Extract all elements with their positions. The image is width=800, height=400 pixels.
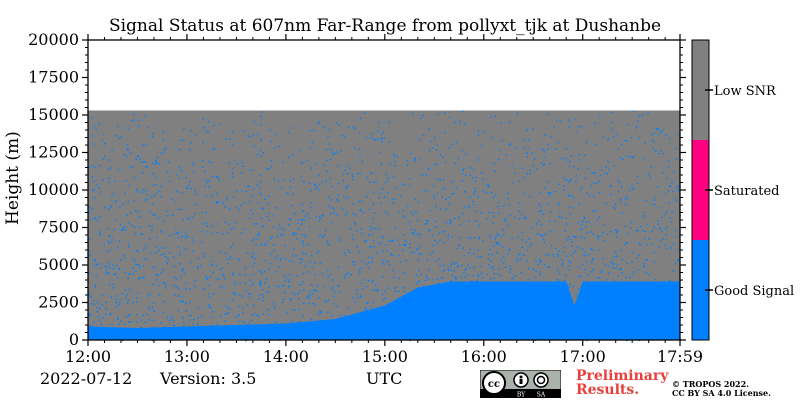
copyright-line-2: CC BY SA 4.0 License. — [672, 388, 771, 398]
colorbar-label: Saturated — [714, 184, 779, 199]
colorbar-label: Good Signal — [714, 284, 794, 299]
y-tick-label: 10000 — [28, 180, 79, 199]
x-tick-label: 12:00 — [65, 347, 111, 366]
colorbar: Good Signal Saturated Low SNR — [691, 39, 794, 341]
x-tick-label: 15:00 — [362, 347, 408, 366]
preliminary-line-2: Results. — [576, 382, 640, 398]
axes: 0 2500 5000 7500 10000 12500 15000 17500 20000 12… — [28, 30, 703, 366]
good-signal-speckle — [88, 110, 682, 342]
colorbar-saturated — [692, 140, 709, 240]
colorbar-label: Low SNR — [714, 84, 777, 99]
good-signal-region — [88, 281, 680, 340]
svg-text:BY: BY — [517, 392, 526, 399]
cc-icon — [482, 371, 506, 395]
y-tick-label: 0 — [69, 330, 79, 349]
preliminary-note: Preliminary Results. — [576, 369, 668, 397]
x-tick-label: 14:00 — [263, 347, 309, 366]
date-label: 2022-07-12 — [40, 369, 133, 388]
version-label: Version: 3.5 — [160, 369, 257, 388]
y-tick-label: 5000 — [38, 255, 79, 274]
svg-text:cc: cc — [488, 379, 500, 390]
chart-title: Signal Status at 607nm Far-Range from po… — [108, 16, 662, 36]
x-tick-label: 16:00 — [461, 347, 507, 366]
copyright-line-1: © TROPOS 2022. — [672, 379, 749, 389]
colorbar-low-snr — [692, 40, 709, 140]
y-tick-label: 20000 — [28, 30, 79, 49]
y-tick-label: 15000 — [28, 105, 79, 124]
copyright-note: © TROPOS 2022. CC BY SA 4.0 License. — [672, 380, 771, 398]
y-tick-label: 2500 — [38, 293, 79, 312]
y-axis-label: Height (m) — [3, 131, 23, 225]
x-tick-label: 17:59 — [657, 347, 703, 366]
y-tick-label: 12500 — [28, 143, 79, 162]
plot-area — [88, 110, 682, 342]
sa-icon — [533, 372, 549, 388]
y-tick-label: 17500 — [28, 68, 79, 87]
x-tick-label: 13:00 — [164, 347, 210, 366]
y-tick-label: 7500 — [38, 218, 79, 237]
preliminary-line-1: Preliminary — [576, 368, 669, 384]
colorbar-good-signal — [692, 240, 709, 340]
colorbar-frame — [691, 39, 710, 341]
svg-text:SA: SA — [537, 392, 546, 399]
cc-license-badge: cc BY SA — [480, 370, 561, 398]
x-tick-label: 17:00 — [560, 347, 606, 366]
x-axis-label: UTC — [366, 369, 403, 388]
